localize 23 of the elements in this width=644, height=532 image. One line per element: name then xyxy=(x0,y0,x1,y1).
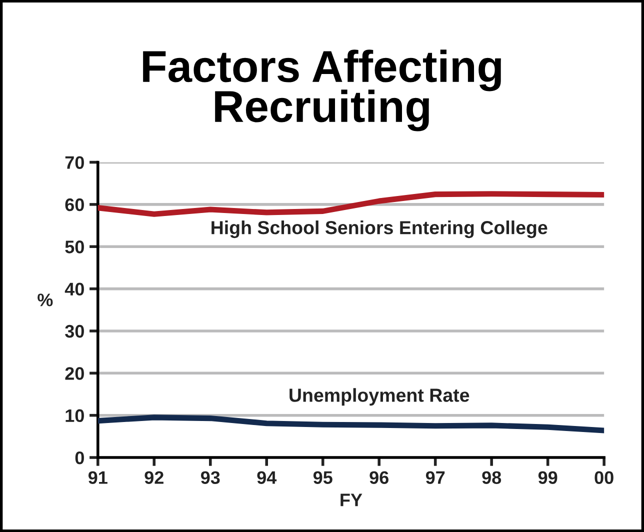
x-tick-label: 94 xyxy=(257,471,277,484)
y-tick-label: 40 xyxy=(64,282,84,296)
x-tick-label: 91 xyxy=(88,471,108,484)
y-tick-label: 50 xyxy=(65,240,84,254)
x-axis-title: FY xyxy=(340,494,362,506)
x-tick-label: 00 xyxy=(594,471,614,484)
y-tick-label: 20 xyxy=(65,367,84,380)
x-tick-label: 95 xyxy=(313,471,332,484)
x-tick-label: 99 xyxy=(538,471,558,484)
y-tick-label: 30 xyxy=(65,324,84,338)
y-tick-label: 10 xyxy=(66,409,84,422)
x-tick-label: 98 xyxy=(482,471,502,484)
x-tick-label: 96 xyxy=(370,471,388,484)
series-label: High School Seniors Entering College xyxy=(212,220,548,238)
chart-title: Factors Affecting Recruiting xyxy=(143,50,501,132)
series-label: Unemployment Rate xyxy=(290,388,470,406)
y-tick-label: 70 xyxy=(65,156,84,169)
y-tick-label: 60 xyxy=(65,198,84,212)
y-tick-label: 0 xyxy=(75,451,84,464)
x-tick-label: 97 xyxy=(426,471,445,484)
x-tick-label: 92 xyxy=(144,471,164,484)
x-tick-label: 93 xyxy=(200,471,220,484)
y-axis-title: % xyxy=(38,294,53,306)
